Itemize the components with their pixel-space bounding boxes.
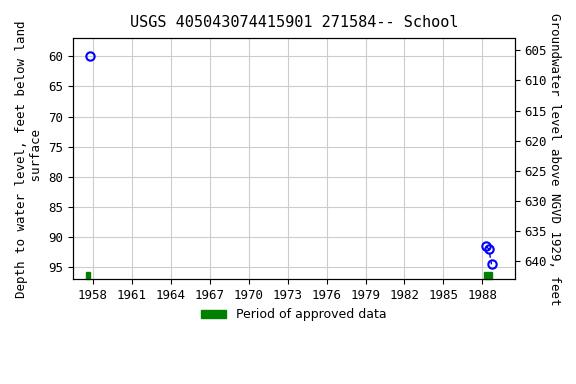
Bar xyxy=(86,272,90,280)
Bar xyxy=(484,272,491,280)
Y-axis label: Groundwater level above NGVD 1929, feet: Groundwater level above NGVD 1929, feet xyxy=(548,13,561,305)
Title: USGS 405043074415901 271584-- School: USGS 405043074415901 271584-- School xyxy=(130,15,458,30)
Legend: Period of approved data: Period of approved data xyxy=(196,303,392,326)
Y-axis label: Depth to water level, feet below land
 surface: Depth to water level, feet below land su… xyxy=(15,20,43,298)
